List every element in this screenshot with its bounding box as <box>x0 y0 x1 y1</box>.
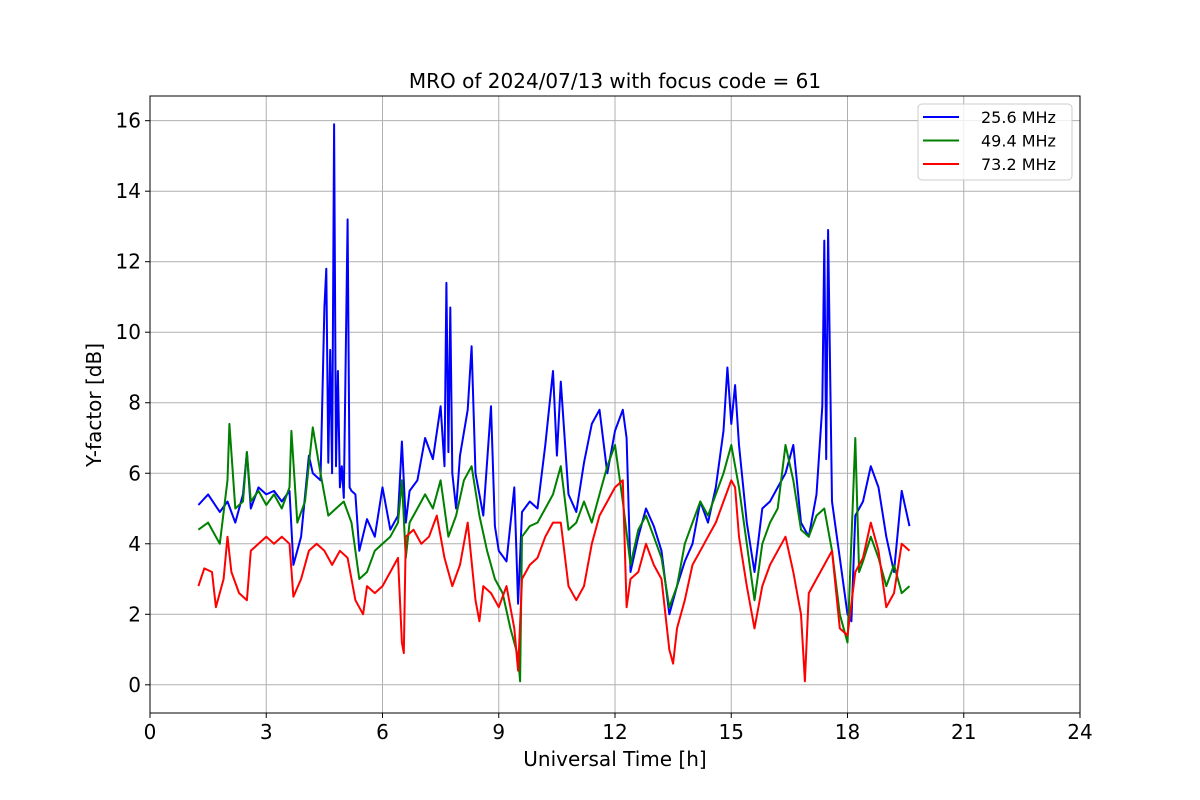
x-tick-label: 18 <box>835 720 860 744</box>
legend-box <box>917 103 1073 181</box>
x-tick-label: 24 <box>1067 720 1092 744</box>
x-tick-label: 9 <box>492 720 505 744</box>
x-tick-label: 21 <box>951 720 976 744</box>
y-tick-label: 2 <box>128 602 141 626</box>
y-axis-label: Y-factor [dB] <box>82 343 106 468</box>
y-tick-label: 10 <box>116 320 141 344</box>
series-line-73-2-mhz <box>197 479 911 683</box>
x-tick-label: 3 <box>260 720 273 744</box>
y-tick-label: 0 <box>128 673 141 697</box>
legend-label: 73.2 MHz <box>981 155 1056 174</box>
chart-title: MRO of 2024/07/13 with focus code = 61 <box>409 69 821 93</box>
y-tick-label: 8 <box>128 391 141 415</box>
x-tick-label: 15 <box>719 720 744 744</box>
y-tick-label: 16 <box>116 109 141 133</box>
series-line-25-6-mhz <box>197 123 911 623</box>
x-tick-label: 6 <box>376 720 389 744</box>
legend-label: 49.4 MHz <box>981 132 1056 151</box>
y-tick-label: 14 <box>116 179 141 203</box>
series-line-49-4-mhz <box>197 422 911 683</box>
legend-label: 25.6 MHz <box>981 108 1056 127</box>
x-axis-label: Universal Time [h] <box>523 747 706 771</box>
x-tick-label: 0 <box>144 720 157 744</box>
series-layer <box>197 123 911 683</box>
legend: 25.6 MHz 49.4 MHz 73.2 MHz <box>917 103 1073 181</box>
y-tick-label: 12 <box>116 250 141 274</box>
y-axis: 0 2 4 6 8 10 12 14 16 <box>116 109 150 697</box>
x-axis: 0 3 6 9 12 15 18 21 24 <box>144 713 1093 744</box>
y-tick-label: 4 <box>128 532 141 556</box>
x-tick-label: 12 <box>602 720 627 744</box>
y-tick-label: 6 <box>128 461 141 485</box>
